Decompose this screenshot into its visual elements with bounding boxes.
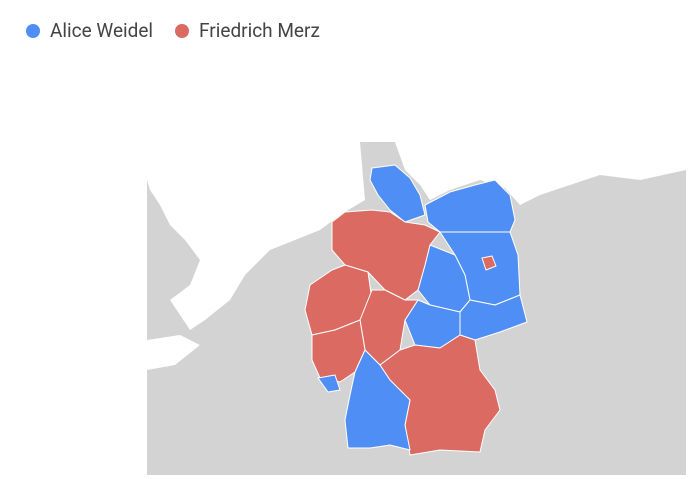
sea <box>147 142 365 330</box>
legend-item: Alice Weidel <box>26 19 153 42</box>
legend: Alice Weidel Friedrich Merz <box>26 19 320 42</box>
legend-swatch <box>26 23 40 38</box>
legend-label: Friedrich Merz <box>199 19 320 42</box>
sea <box>147 335 200 370</box>
legend-label: Alice Weidel <box>50 19 154 42</box>
region <box>424 179 516 233</box>
region <box>317 374 341 393</box>
region <box>481 255 497 271</box>
legend-item: Friedrich Merz <box>175 19 320 42</box>
region <box>369 164 426 223</box>
sea <box>395 142 686 205</box>
legend-swatch <box>175 23 190 38</box>
region <box>344 349 411 451</box>
